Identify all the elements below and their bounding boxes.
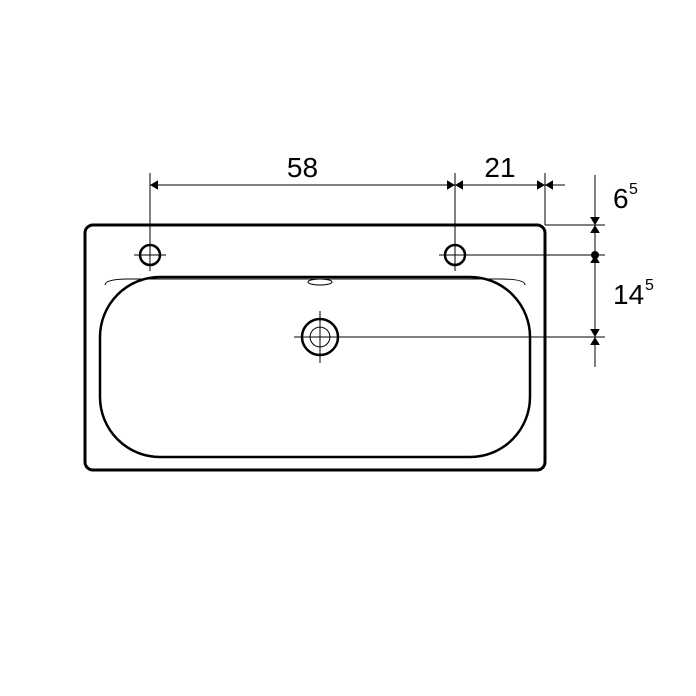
basin-bowl <box>100 277 530 457</box>
dim-6-5: 6 <box>613 183 629 214</box>
dim-21: 21 <box>484 152 515 183</box>
dim-6-5-sup: 5 <box>629 181 638 198</box>
overflow-slot <box>308 279 332 285</box>
drain <box>294 311 346 363</box>
dim-14-5: 14 <box>613 279 644 310</box>
dim-58: 58 <box>287 152 318 183</box>
outer-body <box>85 225 545 470</box>
dim-14-5-sup: 5 <box>645 277 654 294</box>
tap-hole-left <box>134 239 166 271</box>
tap-hole-right <box>439 239 471 271</box>
